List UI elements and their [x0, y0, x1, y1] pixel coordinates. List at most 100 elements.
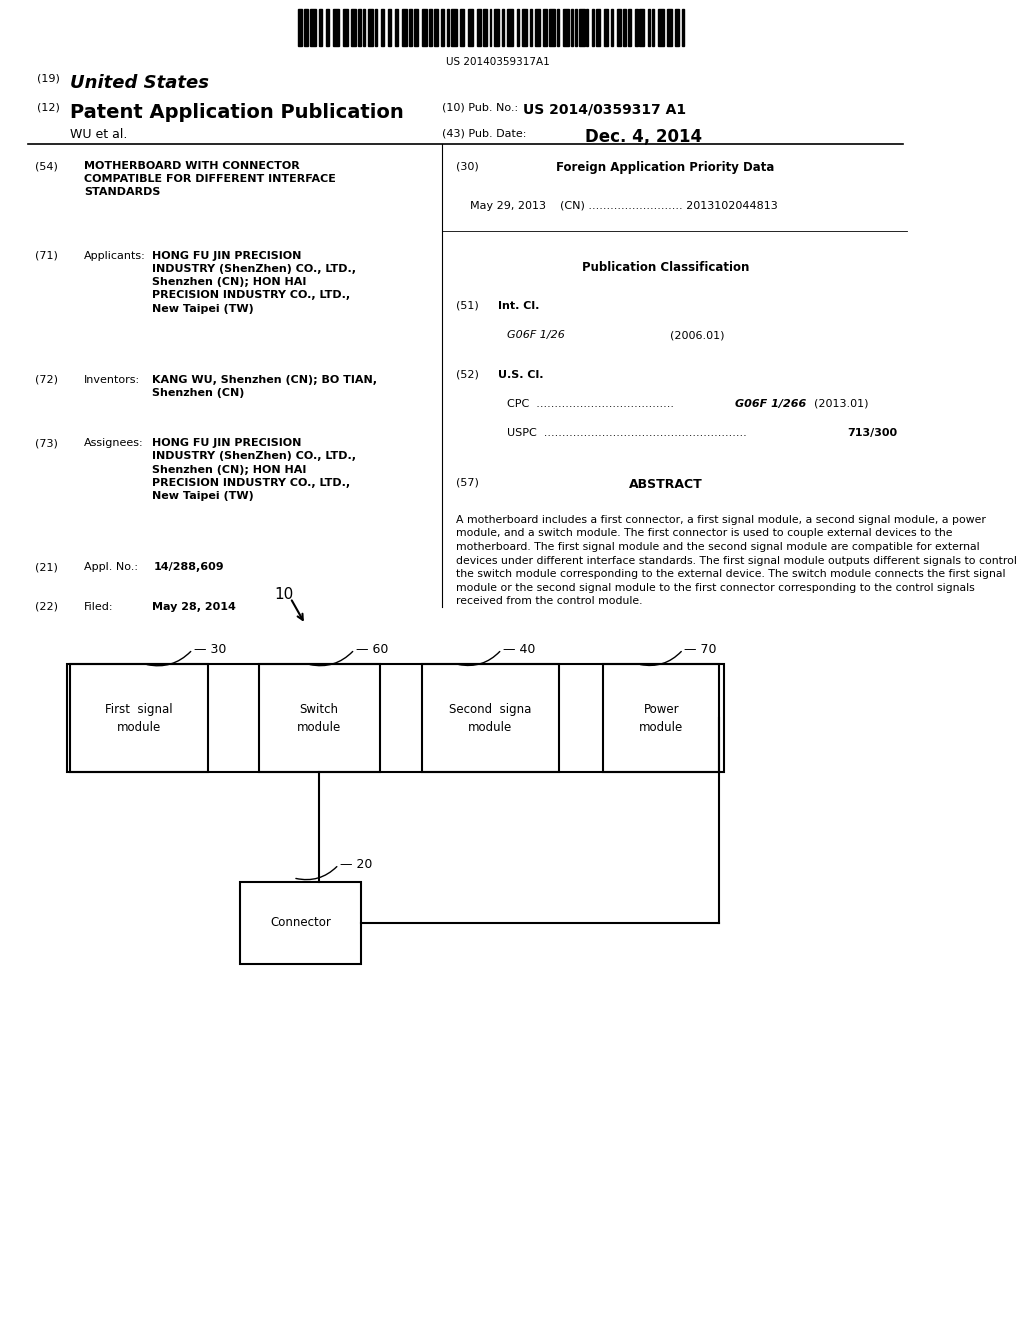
Text: Second  signa
module: Second signa module	[450, 702, 531, 734]
Bar	[468, 9, 473, 46]
Bar	[507, 9, 513, 46]
Bar	[629, 9, 631, 46]
Text: USPC  ........................................................: USPC ...................................…	[507, 428, 746, 438]
Text: G06F 1/266: G06F 1/266	[735, 399, 807, 409]
Text: — 20: — 20	[340, 858, 372, 871]
Text: First  signal
module: First signal module	[104, 702, 172, 734]
Bar	[259, 664, 380, 772]
Bar	[422, 664, 559, 772]
Bar	[304, 9, 308, 46]
Text: HONG FU JIN PRECISION
INDUSTRY (ShenZhen) CO., LTD.,
Shenzhen (CN); HON HAI
PREC: HONG FU JIN PRECISION INDUSTRY (ShenZhen…	[152, 251, 355, 314]
Bar	[579, 9, 585, 46]
Bar	[675, 9, 679, 46]
Bar	[351, 9, 355, 46]
Bar	[639, 9, 644, 46]
Bar	[67, 664, 724, 772]
Text: Appl. No.:: Appl. No.:	[84, 562, 141, 573]
Bar	[375, 9, 377, 46]
Text: (2013.01): (2013.01)	[814, 399, 869, 409]
Text: (10) Pub. No.:: (10) Pub. No.:	[442, 103, 518, 114]
Text: 14/288,609: 14/288,609	[154, 562, 224, 573]
Bar	[310, 9, 315, 46]
Bar	[342, 9, 348, 46]
Text: May 29, 2013    (CN) .......................... 2013102044813: May 29, 2013 (CN) ......................…	[470, 201, 778, 211]
Bar	[557, 9, 559, 46]
Text: Int. Cl.: Int. Cl.	[498, 301, 540, 312]
Bar	[522, 9, 526, 46]
Text: (51): (51)	[456, 301, 479, 312]
Bar	[441, 9, 444, 46]
Text: Assignees:: Assignees:	[84, 438, 143, 449]
Text: KANG WU, Shenzhen (CN); BO TIAN,
Shenzhen (CN): KANG WU, Shenzhen (CN); BO TIAN, Shenzhe…	[152, 375, 377, 399]
Bar	[592, 9, 594, 46]
Bar	[652, 9, 654, 46]
Text: Publication Classification: Publication Classification	[582, 261, 750, 275]
Bar	[358, 9, 361, 46]
Bar	[241, 882, 361, 964]
Bar	[409, 9, 413, 46]
Bar	[429, 9, 432, 46]
Text: — 70: — 70	[684, 643, 717, 656]
Text: Filed:: Filed:	[84, 602, 114, 612]
Bar	[516, 9, 519, 46]
Bar	[611, 9, 613, 46]
Bar	[368, 9, 373, 46]
Bar	[668, 9, 672, 46]
Text: HONG FU JIN PRECISION
INDUSTRY (ShenZhen) CO., LTD.,
Shenzhen (CN); HON HAI
PREC: HONG FU JIN PRECISION INDUSTRY (ShenZhen…	[152, 438, 355, 502]
Text: 713/300: 713/300	[847, 428, 897, 438]
Bar	[298, 9, 302, 46]
Bar	[489, 9, 492, 46]
Text: (2006.01): (2006.01)	[670, 330, 725, 341]
Bar	[70, 664, 208, 772]
Text: — 30: — 30	[194, 643, 226, 656]
Text: 10: 10	[274, 587, 294, 602]
Text: (72): (72)	[36, 375, 58, 385]
Text: United States: United States	[70, 74, 209, 92]
Text: Connector: Connector	[270, 916, 331, 929]
Bar	[549, 9, 555, 46]
Text: (73): (73)	[36, 438, 58, 449]
Text: May 28, 2014: May 28, 2014	[152, 602, 236, 612]
Text: A motherboard includes a first connector, a first signal module, a second signal: A motherboard includes a first connector…	[456, 515, 1017, 606]
Text: (22): (22)	[36, 602, 58, 612]
Bar	[326, 9, 330, 46]
Bar	[596, 9, 600, 46]
Bar	[623, 9, 627, 46]
Text: Dec. 4, 2014: Dec. 4, 2014	[585, 128, 701, 147]
Text: Foreign Application Priority Data: Foreign Application Priority Data	[556, 161, 775, 174]
Text: U.S. Cl.: U.S. Cl.	[498, 370, 544, 380]
Text: MOTHERBOARD WITH CONNECTOR
COMPATIBLE FOR DIFFERENT INTERFACE
STANDARDS: MOTHERBOARD WITH CONNECTOR COMPATIBLE FO…	[84, 161, 336, 198]
Bar	[452, 9, 457, 46]
Bar	[414, 9, 418, 46]
Text: (54): (54)	[36, 161, 58, 172]
Bar	[536, 9, 540, 46]
Text: (43) Pub. Date:: (43) Pub. Date:	[442, 128, 526, 139]
Bar	[483, 9, 486, 46]
Bar	[388, 9, 391, 46]
Bar	[648, 9, 649, 46]
Bar	[362, 9, 365, 46]
Bar	[604, 9, 608, 46]
Text: WU et al.: WU et al.	[70, 128, 127, 141]
Bar	[587, 9, 588, 46]
Bar	[617, 9, 621, 46]
Bar	[476, 9, 481, 46]
Text: (71): (71)	[36, 251, 58, 261]
Bar	[446, 9, 449, 46]
Bar	[529, 9, 532, 46]
Text: ABSTRACT: ABSTRACT	[629, 478, 702, 491]
Bar	[502, 9, 505, 46]
Bar	[402, 9, 407, 46]
Bar	[422, 9, 427, 46]
Bar	[319, 9, 322, 46]
Text: Applicants:: Applicants:	[84, 251, 145, 261]
Text: (19): (19)	[37, 74, 60, 84]
Text: US 2014/0359317 A1: US 2014/0359317 A1	[523, 103, 686, 117]
Bar	[543, 9, 547, 46]
Bar	[658, 9, 664, 46]
Bar	[495, 9, 499, 46]
Text: (52): (52)	[456, 370, 479, 380]
Text: US 20140359317A1: US 20140359317A1	[446, 57, 550, 67]
Text: (57): (57)	[456, 478, 479, 488]
Bar	[571, 9, 573, 46]
